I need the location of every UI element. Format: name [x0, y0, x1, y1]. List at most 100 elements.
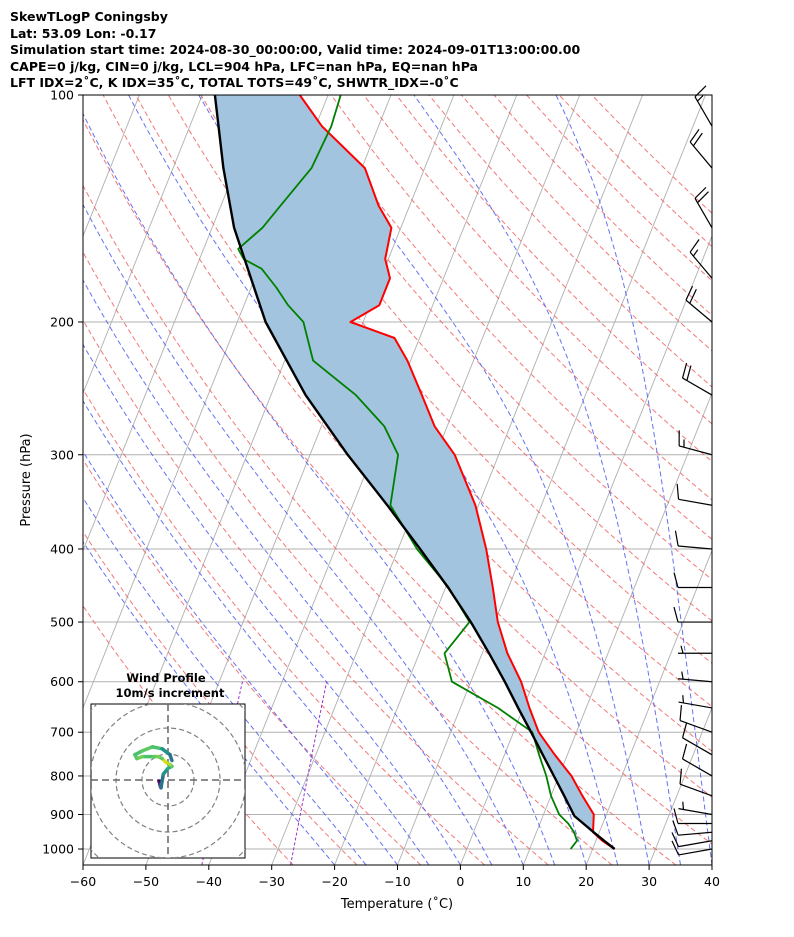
wind-barbs	[671, 85, 713, 856]
wind-barb	[671, 832, 713, 848]
x-tick-label: 40	[704, 874, 720, 889]
wind-barb	[673, 808, 712, 825]
y-tick-label: 100	[50, 88, 74, 103]
y-tick-label: 500	[50, 615, 74, 630]
moist-adiabat	[83, 343, 461, 865]
moist-adiabat	[83, 399, 430, 865]
dry-adiabat	[363, 95, 712, 463]
y-tick-label: 700	[50, 725, 74, 740]
x-tick-label: −30	[259, 874, 285, 889]
wind-barb	[673, 606, 712, 623]
wind-barb	[678, 695, 713, 709]
moist-adiabat	[83, 203, 524, 865]
dry-adiabat	[167, 95, 712, 708]
time-line: Simulation start time: 2024-08-30_00:00:…	[10, 42, 581, 57]
x-axis-label: Temperature (˚C)	[340, 896, 453, 912]
isotherm	[0, 95, 14, 865]
dry-adiabat	[526, 95, 712, 282]
wind-barb	[676, 483, 713, 506]
isotherm	[459, 234, 712, 865]
dewpoint-profile	[237, 95, 578, 850]
wind-barb	[678, 645, 712, 654]
moist-adiabat	[83, 450, 398, 865]
y-axis-label: Pressure (hPa)	[19, 433, 34, 526]
dry-adiabat	[591, 95, 712, 214]
dry-adiabat	[395, 95, 712, 425]
mixing-ratio-line	[290, 681, 328, 865]
isotherm	[711, 863, 712, 865]
wind-barb	[674, 530, 713, 550]
wind-barb	[678, 430, 713, 456]
isotherm	[334, 95, 644, 865]
wind-barb	[678, 801, 713, 816]
isotherm	[585, 549, 712, 865]
x-tick-label: 0	[456, 874, 464, 889]
cin-shading	[214, 95, 615, 849]
x-tick-label: −50	[133, 874, 159, 889]
moist-adiabat	[413, 95, 681, 865]
wind-barb	[679, 705, 713, 733]
y-tick-label: 300	[50, 447, 74, 462]
dry-adiabat	[83, 319, 549, 865]
y-tick-label: 200	[50, 314, 74, 329]
chart-title: SkewTLogP Coningsby	[10, 9, 168, 24]
location-line: Lat: 53.09 Lon: -0.17	[10, 25, 157, 41]
wind-barb	[681, 362, 713, 396]
x-tick-label: −40	[196, 874, 222, 889]
moist-adiabat	[83, 112, 556, 865]
dry-adiabat	[461, 95, 712, 352]
isotherm	[83, 95, 140, 238]
isotherm	[648, 706, 712, 865]
wind-barb	[694, 186, 713, 229]
dry-adiabat	[83, 251, 613, 865]
dry-adiabat	[428, 95, 712, 388]
parcel-profile	[213, 95, 616, 850]
hodograph-segment	[159, 772, 166, 790]
hodograph-inset: Wind Profile 10m/s increment	[90, 671, 246, 859]
x-axis: −60 −50 −40 −30 −20 −10 0 10 20 30 40	[70, 865, 720, 889]
hodograph-segment	[168, 752, 174, 763]
wind-barb	[689, 239, 713, 279]
wind-barb	[694, 85, 713, 127]
isotherm	[83, 95, 266, 552]
x-tick-label: 30	[641, 874, 657, 889]
y-tick-label: 400	[50, 541, 74, 556]
chart-header: SkewTLogP Coningsby Lat: 53.09 Lon: -0.1…	[10, 9, 580, 92]
wind-barb	[689, 128, 713, 169]
indices-line: LFT IDX=2˚C, K IDX=35˚C, TOTAL TOTS=49˚C…	[10, 75, 459, 90]
hodograph-subtitle: 10m/s increment	[116, 686, 225, 700]
wind-barb	[681, 743, 713, 777]
wind-barb	[679, 768, 713, 797]
temperature-profile	[298, 95, 616, 850]
y-axis: 1000 900 800 700 600 500 400 300 200 100	[42, 88, 83, 857]
wind-barb	[681, 722, 713, 756]
y-tick-label: 600	[50, 674, 74, 689]
wind-barb	[678, 671, 713, 683]
moist-adiabat	[290, 95, 650, 865]
isotherm	[0, 95, 77, 865]
x-tick-label: −20	[321, 874, 347, 889]
isotherm	[397, 95, 706, 865]
x-tick-label: −60	[70, 874, 96, 889]
isotherm	[83, 95, 203, 395]
cape-line: CAPE=0 j/kg, CIN=0 j/kg, LCL=904 hPa, LF…	[10, 58, 478, 74]
x-tick-label: 10	[515, 874, 531, 889]
isotherm	[208, 95, 518, 865]
isotherm	[522, 392, 712, 865]
dry-adiabat	[83, 530, 358, 865]
wind-barb	[672, 820, 713, 836]
y-tick-label: 1000	[42, 842, 74, 857]
hodograph-title: Wind Profile	[126, 671, 206, 685]
dry-adiabat	[83, 458, 422, 865]
y-tick-label: 900	[50, 807, 74, 822]
x-tick-label: 20	[578, 874, 594, 889]
dry-adiabat	[135, 95, 712, 752]
wind-barb	[685, 285, 713, 323]
wind-barb	[671, 840, 713, 856]
x-tick-label: −10	[384, 874, 410, 889]
y-tick-label: 800	[50, 768, 74, 783]
wind-barb	[673, 572, 712, 589]
dry-adiabat	[102, 95, 712, 798]
dry-adiabat	[330, 95, 712, 501]
